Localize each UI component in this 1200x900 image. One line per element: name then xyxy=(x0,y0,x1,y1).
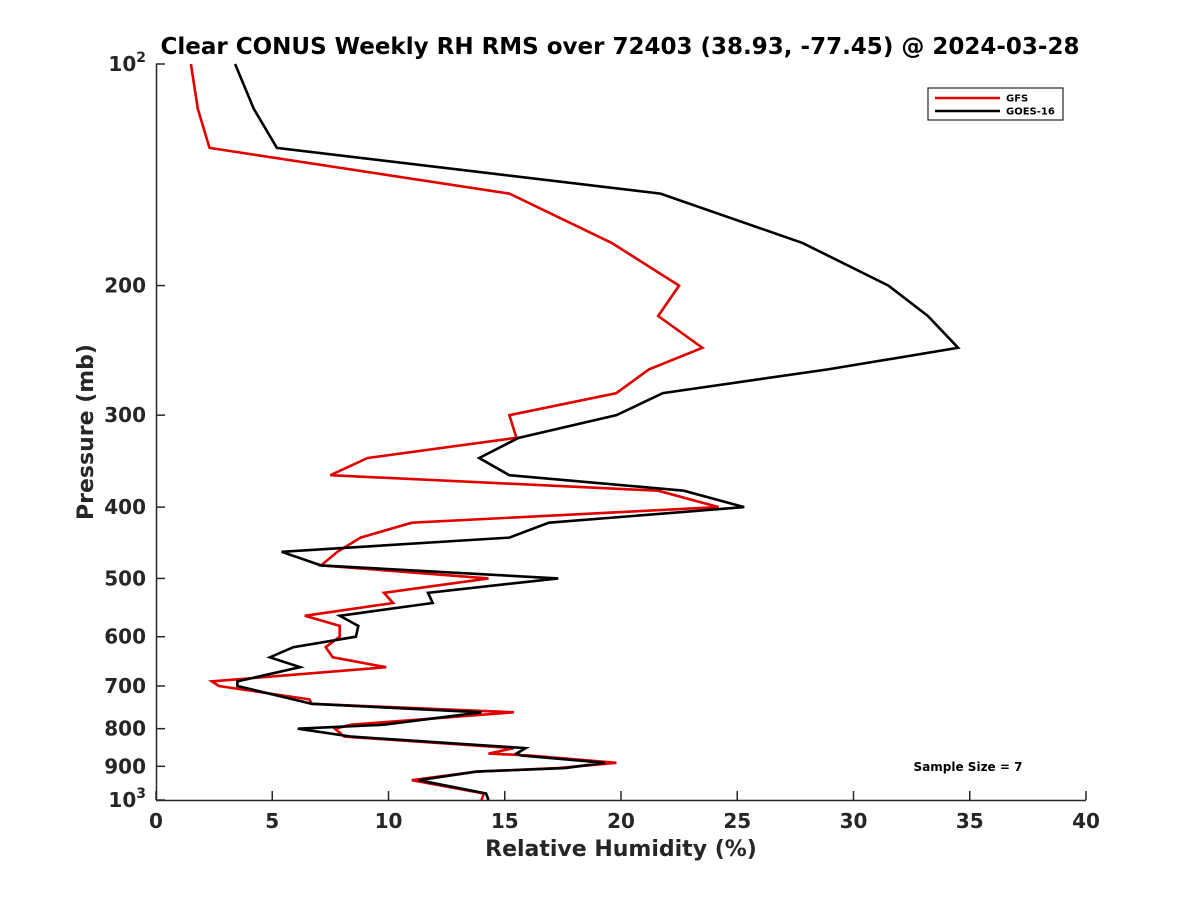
y-tick-label: 900 xyxy=(104,754,146,778)
x-tick-label: 10 xyxy=(375,809,403,833)
legend-box xyxy=(927,87,1064,121)
x-tick-label: 0 xyxy=(149,809,163,833)
x-tick-label: 25 xyxy=(723,809,751,833)
y-tick-label: 200 xyxy=(104,274,146,298)
legend-label: GFS xyxy=(1006,94,1028,105)
y-tick-label: 102 xyxy=(108,50,146,76)
x-tick-label: 5 xyxy=(265,809,279,833)
x-tick-label: 15 xyxy=(491,809,519,833)
y-tick-label: 600 xyxy=(104,625,146,649)
legend-label: GOES-16 xyxy=(1006,107,1055,118)
y-axis-label: Pressure (mb) xyxy=(74,344,99,520)
x-axis-label: Relative Humidity (%) xyxy=(485,837,757,862)
plot-area xyxy=(189,63,961,801)
x-tick-label: 35 xyxy=(956,809,984,833)
y-tick-label: 103 xyxy=(108,786,146,812)
y-tick-label: 300 xyxy=(104,403,146,427)
x-tick-label: 40 xyxy=(1072,809,1100,833)
chart-title: Clear CONUS Weekly RH RMS over 72403 (38… xyxy=(161,34,1080,60)
y-tick-label: 700 xyxy=(104,674,146,698)
y-tick-label: 500 xyxy=(104,566,146,590)
legend: GFS GOES-16 xyxy=(927,87,1064,121)
x-tick-label: 30 xyxy=(840,809,868,833)
series-line-goes-16 xyxy=(233,63,961,801)
y-tick-label: 800 xyxy=(104,717,146,741)
sample-size-annotation: Sample Size = 7 xyxy=(914,760,1023,774)
x-tick-label: 20 xyxy=(607,809,635,833)
y-tick-label: 400 xyxy=(104,495,146,519)
y-axis-ticks: 102 200 300 400 500 600 700 800 900 103 xyxy=(104,50,165,812)
x-axis-ticks: 0 5 10 15 20 25 30 35 40 xyxy=(149,791,1100,833)
series-line-gfs xyxy=(189,63,719,801)
